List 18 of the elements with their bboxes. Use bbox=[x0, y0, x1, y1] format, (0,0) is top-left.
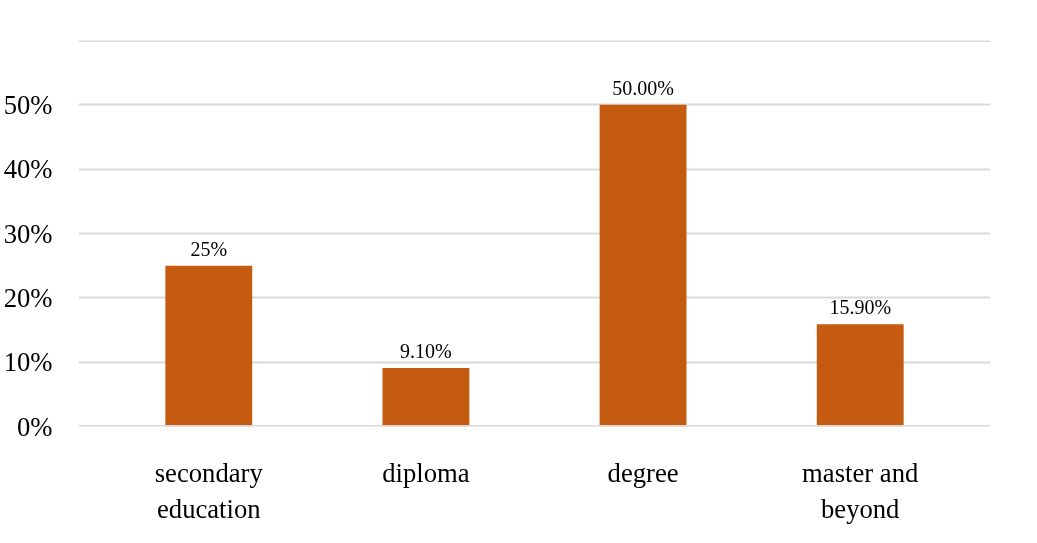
y-tick-label: 0% bbox=[16, 411, 53, 442]
data-label: 25% bbox=[190, 237, 228, 260]
x-tick-label: degree bbox=[607, 457, 679, 488]
data-label: 50.00% bbox=[612, 76, 674, 99]
bar bbox=[599, 104, 687, 427]
y-tick-label: 10% bbox=[3, 347, 53, 378]
bar bbox=[165, 265, 253, 427]
y-tick-label: 50% bbox=[3, 89, 53, 120]
data-label: 9.10% bbox=[400, 339, 452, 362]
y-tick-label: 30% bbox=[3, 218, 53, 249]
y-tick-label: 40% bbox=[3, 154, 53, 185]
x-tick-label: master and beyond bbox=[802, 457, 919, 524]
data-label: 15.90% bbox=[829, 296, 892, 319]
bar bbox=[816, 324, 904, 427]
bar bbox=[382, 367, 470, 427]
y-tick-label: 20% bbox=[3, 282, 53, 313]
x-tick-label: secondary education bbox=[154, 457, 264, 524]
x-tick-label: diploma bbox=[382, 457, 470, 488]
